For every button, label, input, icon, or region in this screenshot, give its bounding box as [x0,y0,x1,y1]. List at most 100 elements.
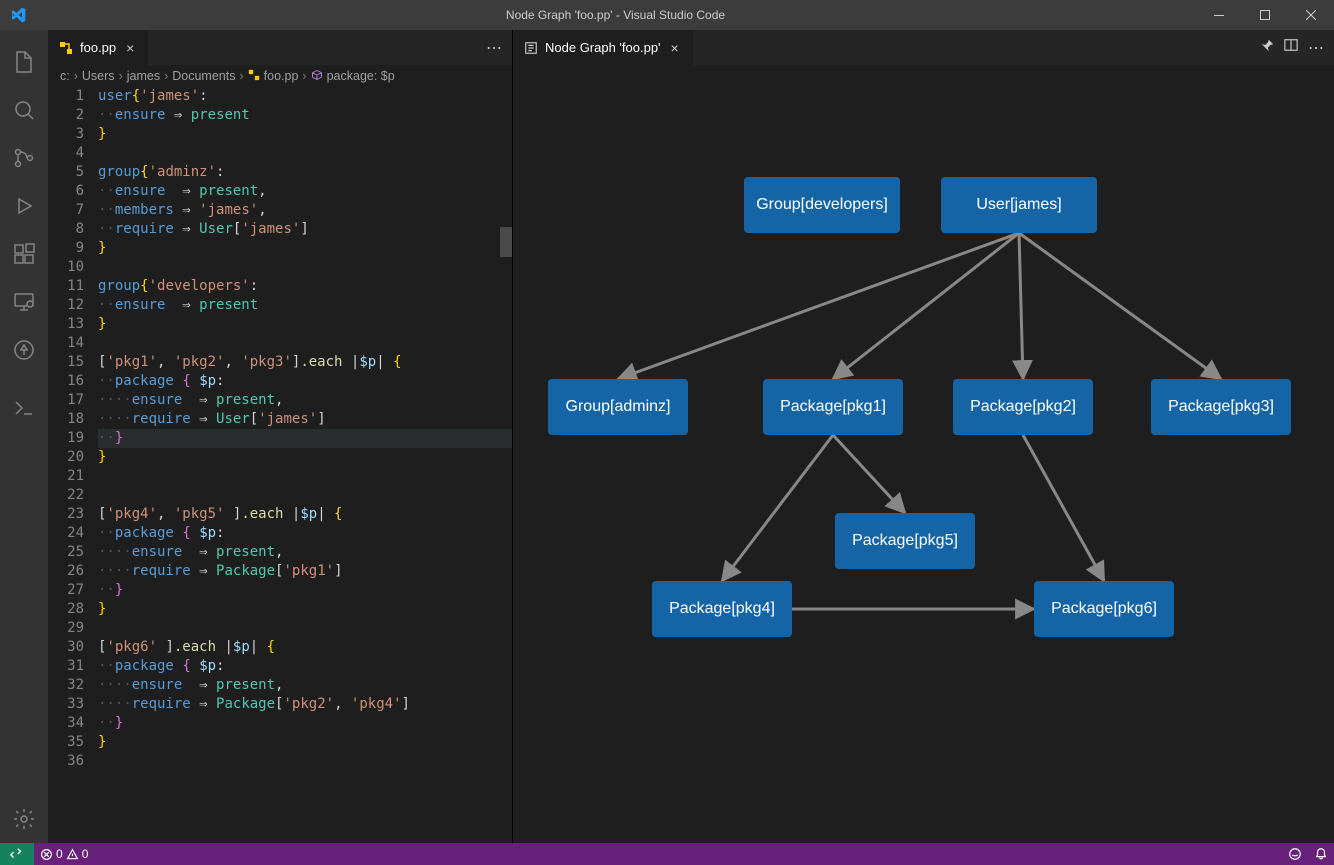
graph-node[interactable]: Package[pkg2] [953,379,1093,435]
line-number: 8 [48,220,84,239]
code-line[interactable]: } [98,239,512,258]
puppet-file-icon [58,40,74,56]
code-line[interactable]: ····require ⇒ User['james'] [98,410,512,429]
code-line[interactable]: ··members ⇒ 'james', [98,201,512,220]
source-control-icon[interactable] [0,134,48,182]
breadcrumb-part[interactable]: james [127,69,160,83]
code-line[interactable]: } [98,448,512,467]
problems-indicator[interactable]: 0 0 [34,847,94,861]
code-line[interactable]: } [98,600,512,619]
breadcrumb-part[interactable]: package: $p [327,69,395,83]
split-editor-icon[interactable] [1284,38,1298,57]
line-number: 21 [48,467,84,486]
remote-indicator[interactable] [0,843,34,865]
breadcrumb-part[interactable]: Users [82,69,115,83]
code-line[interactable] [98,752,512,771]
remote-explorer-icon[interactable] [0,278,48,326]
error-count: 0 [56,847,63,861]
code-line[interactable]: ····require ⇒ Package['pkg1'] [98,562,512,581]
breadcrumb-part[interactable]: c: [60,69,70,83]
tab-foo-pp[interactable]: foo.pp × [48,30,149,65]
pin-icon[interactable] [1260,38,1274,57]
code-line[interactable]: user{'james': [98,87,512,106]
graph-node[interactable]: Package[pkg6] [1034,581,1174,637]
code-line[interactable] [98,467,512,486]
code-line[interactable]: ····ensure ⇒ present, [98,676,512,695]
code-line[interactable] [98,258,512,277]
debug-icon[interactable] [0,182,48,230]
code-line[interactable]: group{'adminz': [98,163,512,182]
terminal-icon[interactable] [0,384,48,432]
tab-close-icon[interactable]: × [667,40,683,56]
code-line[interactable]: ··package { $p: [98,372,512,391]
code-line[interactable] [98,619,512,638]
line-number: 16 [48,372,84,391]
code-line[interactable]: ··ensure ⇒ present [98,296,512,315]
tab-bar-right: Node Graph 'foo.pp' × ⋯ [513,30,1334,65]
minimize-button[interactable] [1196,0,1242,30]
line-number: 7 [48,201,84,220]
line-number: 6 [48,182,84,201]
node-graph-canvas[interactable]: Group[developers] User[james] Group[adminz… [513,65,1334,843]
code-line[interactable]: ····ensure ⇒ present, [98,543,512,562]
code-line[interactable]: ··require ⇒ User['james'] [98,220,512,239]
line-number: 4 [48,144,84,163]
settings-gear-icon[interactable] [0,795,48,843]
minimap[interactable] [500,87,512,843]
breadcrumb-part[interactable]: foo.pp [264,69,299,83]
code-line[interactable]: ··ensure ⇒ present [98,106,512,125]
code-line[interactable] [98,334,512,353]
graph-edge [833,233,1019,379]
line-number: 10 [48,258,84,277]
maximize-button[interactable] [1242,0,1288,30]
code-line[interactable]: group{'developers': [98,277,512,296]
code-line[interactable]: ··package { $p: [98,657,512,676]
line-number: 26 [48,562,84,581]
code-line[interactable] [98,486,512,505]
code-line[interactable]: ··package { $p: [98,524,512,543]
close-button[interactable] [1288,0,1334,30]
graph-node[interactable]: Package[pkg4] [652,581,792,637]
notifications-icon[interactable] [1308,847,1334,861]
graph-node[interactable]: Group[developers] [744,177,900,233]
graph-edge [833,435,905,513]
live-share-icon[interactable] [0,326,48,374]
search-icon[interactable] [0,86,48,134]
graph-node[interactable]: Group[adminz] [548,379,688,435]
tab-close-icon[interactable]: × [122,40,138,56]
code-line[interactable]: ··} [98,581,512,600]
code-line[interactable]: ['pkg1', 'pkg2', 'pkg3'].each |$p| { [98,353,512,372]
editor-pane-graph: Node Graph 'foo.pp' × ⋯ Group[ [513,30,1334,843]
window-title: Node Graph 'foo.pp' - Visual Studio Code [35,8,1196,22]
line-number: 22 [48,486,84,505]
explorer-icon[interactable] [0,38,48,86]
breadcrumb-part[interactable]: Documents [172,69,235,83]
code-line[interactable] [98,144,512,163]
extensions-icon[interactable] [0,230,48,278]
breadcrumb[interactable]: c:› Users› james› Documents› foo.pp› pac… [48,65,512,87]
graph-node[interactable]: Package[pkg5] [835,513,975,569]
code-line[interactable]: ··ensure ⇒ present, [98,182,512,201]
code-line[interactable]: } [98,315,512,334]
code-line[interactable]: ['pkg6' ].each |$p| { [98,638,512,657]
code-line[interactable]: } [98,733,512,752]
line-number: 14 [48,334,84,353]
code-line[interactable]: } [98,125,512,144]
titlebar: Node Graph 'foo.pp' - Visual Studio Code [0,0,1334,30]
graph-node[interactable]: User[james] [941,177,1097,233]
graph-node[interactable]: Package[pkg3] [1151,379,1291,435]
editor-more-icon[interactable]: ⋯ [1308,38,1324,58]
code-line[interactable]: ··} [98,714,512,733]
editor-more-icon[interactable]: ⋯ [486,38,502,58]
graph-node[interactable]: Package[pkg1] [763,379,903,435]
code-line[interactable]: ····require ⇒ Package['pkg2', 'pkg4'] [98,695,512,714]
feedback-icon[interactable] [1282,847,1308,861]
line-number: 9 [48,239,84,258]
tab-node-graph[interactable]: Node Graph 'foo.pp' × [513,30,694,65]
line-number: 25 [48,543,84,562]
code-line[interactable]: ··} [98,429,512,448]
code-editor[interactable]: 1234567891011121314151617181920212223242… [48,87,512,843]
graph-edge [1023,435,1104,581]
code-line[interactable]: ['pkg4', 'pkg5' ].each |$p| { [98,505,512,524]
code-line[interactable]: ····ensure ⇒ present, [98,391,512,410]
